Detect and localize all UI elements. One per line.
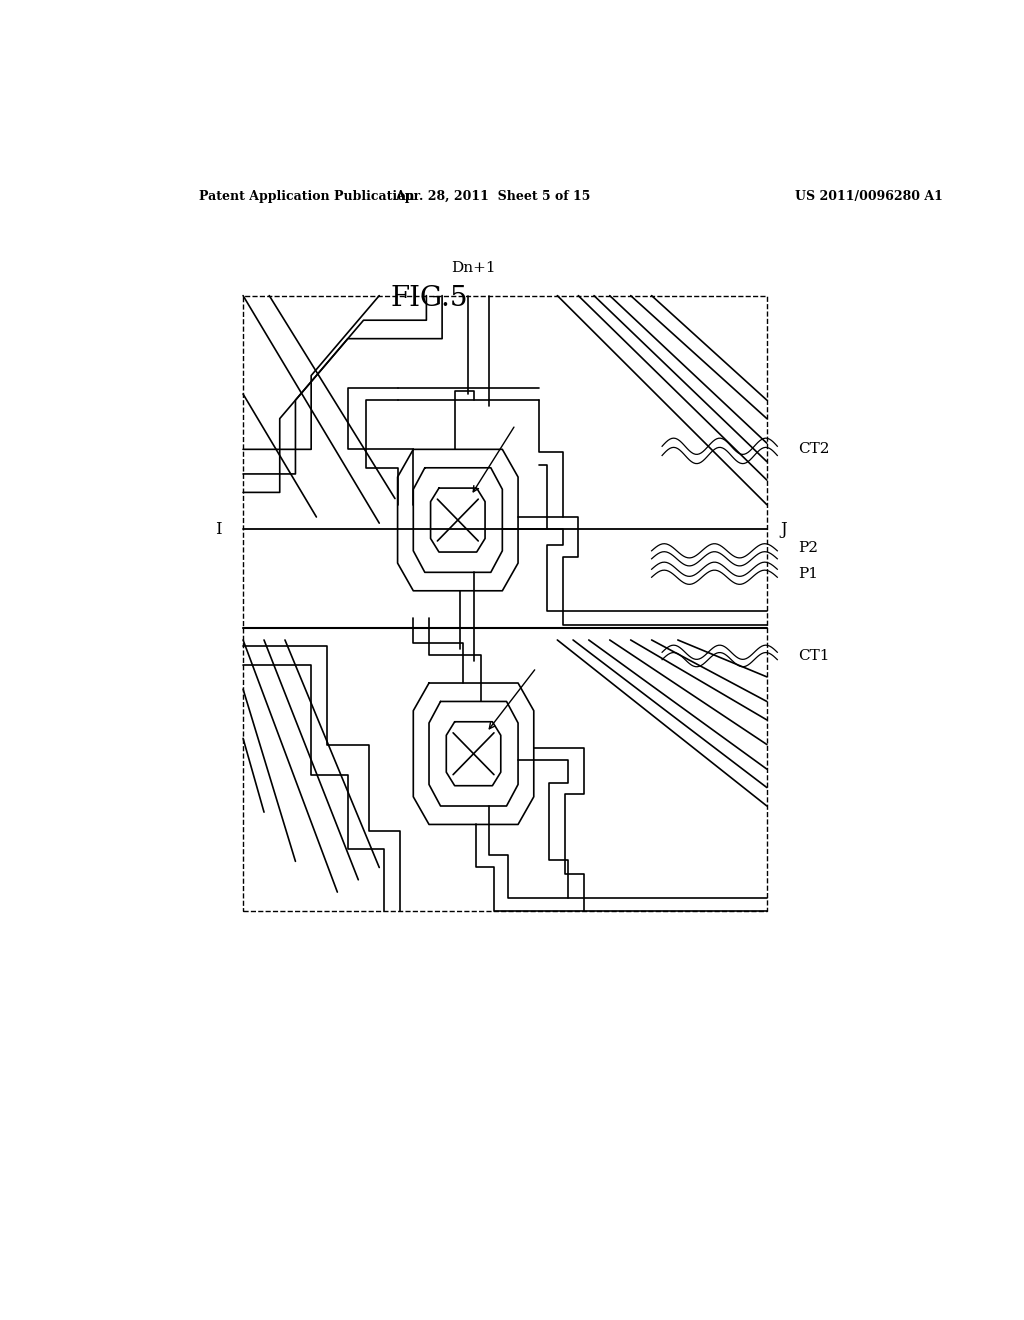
Text: CT1: CT1 <box>799 649 829 663</box>
Text: CT2: CT2 <box>799 442 829 457</box>
Text: P2: P2 <box>799 541 818 554</box>
Text: I: I <box>215 521 222 537</box>
Text: FIG.5: FIG.5 <box>391 285 468 312</box>
Text: P1: P1 <box>799 566 818 581</box>
Text: Dn+1: Dn+1 <box>452 261 496 275</box>
Text: Patent Application Publication: Patent Application Publication <box>200 190 415 202</box>
Text: Apr. 28, 2011  Sheet 5 of 15: Apr. 28, 2011 Sheet 5 of 15 <box>395 190 591 202</box>
Text: J: J <box>780 521 786 537</box>
Text: US 2011/0096280 A1: US 2011/0096280 A1 <box>795 190 942 202</box>
